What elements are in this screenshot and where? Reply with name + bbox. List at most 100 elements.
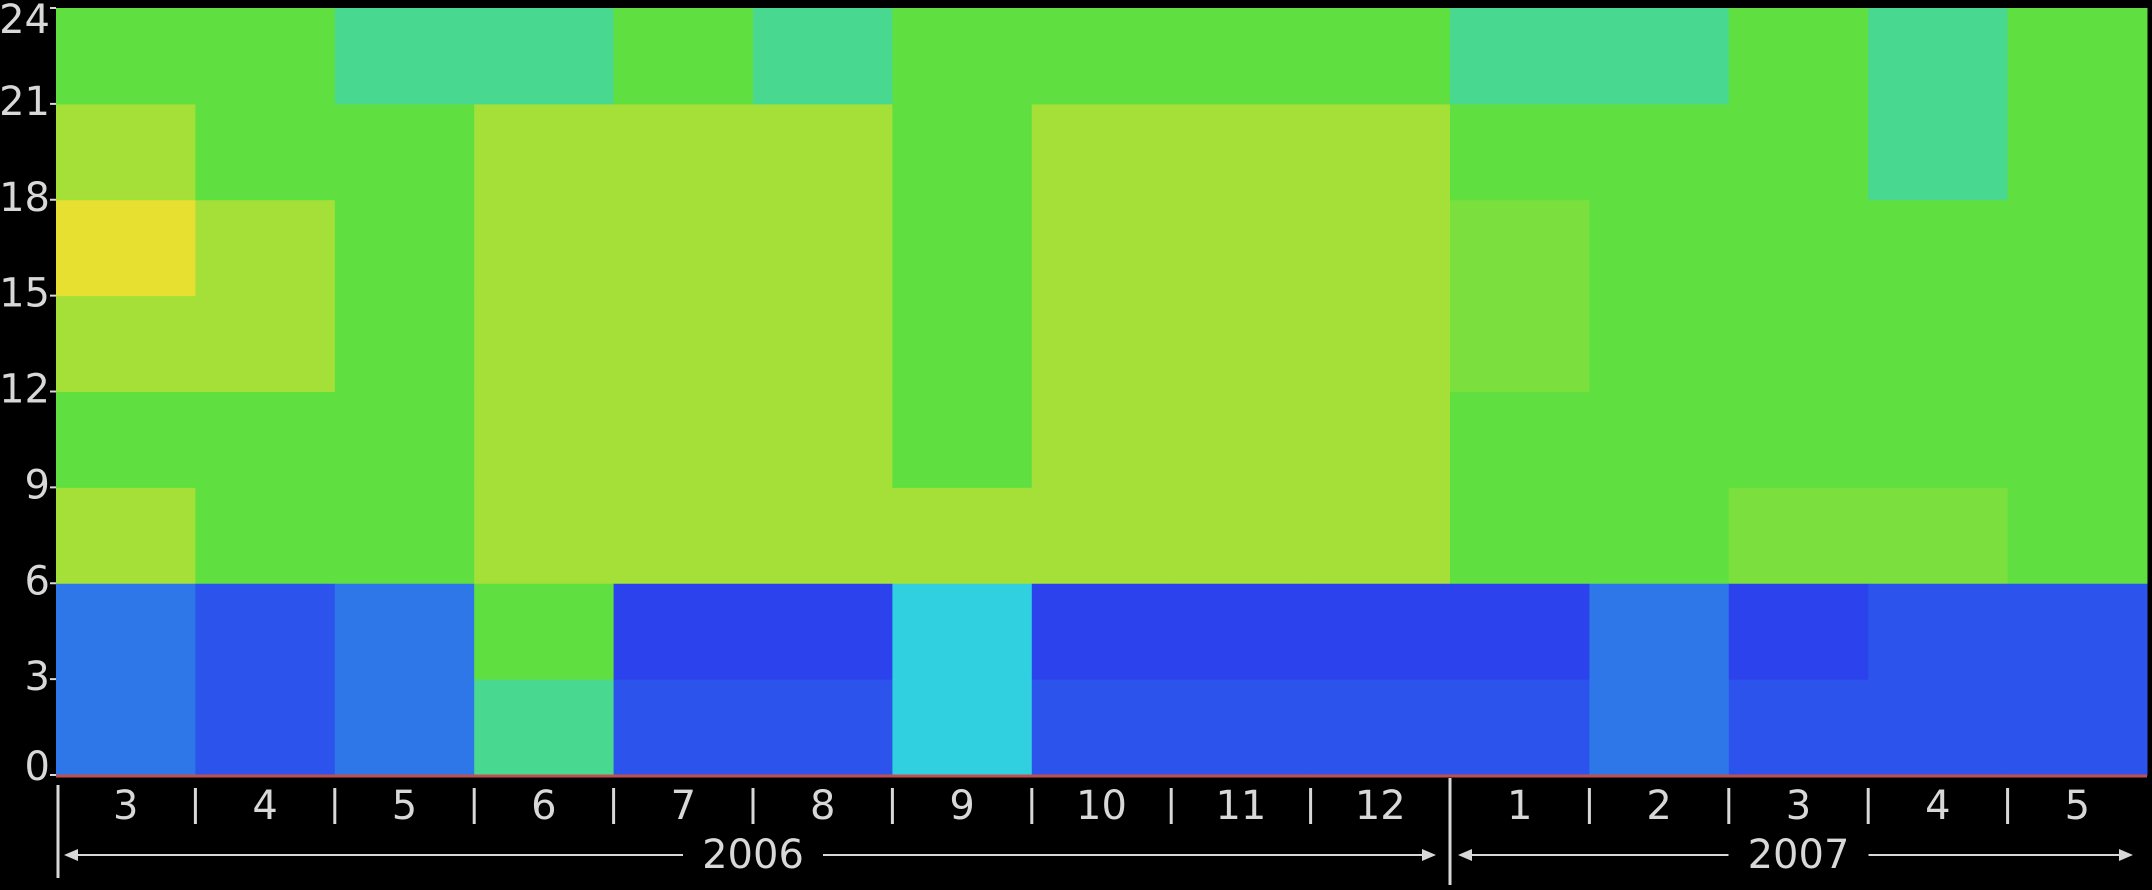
x-tick-label: 3: [113, 783, 138, 829]
x-tick-label: 2: [1646, 783, 1671, 829]
heat-cell: [2007, 583, 2148, 680]
heat-cell: [1310, 583, 1451, 680]
heat-cell: [1450, 8, 1590, 105]
heat-cell: [1031, 679, 1172, 776]
heat-cell: [2007, 295, 2148, 392]
heat-cell: [56, 103, 196, 201]
heat-cell: [334, 8, 475, 105]
x-tick-label: 3: [1786, 783, 1811, 829]
heat-cell: [753, 103, 893, 201]
heat-cell: [1728, 391, 1869, 488]
heat-cell: [195, 295, 336, 392]
heat-cell: [1868, 679, 2009, 776]
x-tick-label: 4: [1925, 783, 1950, 829]
heat-cell: [474, 391, 615, 488]
heat-cell: [2007, 679, 2148, 776]
heat-cell: [1171, 391, 1312, 488]
heat-cell: [195, 199, 336, 297]
heat-cell: [1589, 103, 1730, 201]
heat-cell: [334, 391, 475, 488]
x-tick-label: 4: [252, 783, 277, 829]
heat-cell: [56, 679, 196, 776]
heat-cell: [1868, 295, 2009, 392]
heat-cell: [892, 583, 1033, 680]
heat-cell: [613, 679, 754, 776]
heat-cell: [474, 583, 615, 680]
heat-cell: [1031, 583, 1172, 680]
heat-cell: [1450, 487, 1590, 584]
heat-cell: [753, 487, 893, 584]
heat-cell: [1031, 103, 1172, 201]
heat-cell: [1310, 8, 1451, 105]
heat-cell: [56, 8, 196, 105]
heat-cell: [334, 199, 475, 297]
x-tick-label: 1: [1507, 783, 1532, 829]
heat-cell: [1450, 295, 1590, 392]
heat-cell: [753, 583, 893, 680]
heat-cell: [56, 391, 196, 488]
heat-cell: [613, 199, 754, 297]
x-tick-label: 8: [810, 783, 835, 829]
heat-cell: [2007, 487, 2148, 584]
heat-cell: [1171, 583, 1312, 680]
heat-cell: [1450, 199, 1590, 297]
heat-cell: [892, 679, 1033, 776]
heat-cell: [1171, 295, 1312, 392]
heat-cell: [753, 391, 893, 488]
year-label-bg: [683, 831, 823, 879]
heat-cell: [334, 295, 475, 392]
heat-cell: [1171, 103, 1312, 201]
heat-cell: [1589, 295, 1730, 392]
heat-cell: [2007, 8, 2148, 105]
heat-cell: [474, 679, 615, 776]
heat-cell: [1171, 487, 1312, 584]
heat-cell: [1450, 391, 1590, 488]
y-tick-label: 24: [0, 0, 50, 43]
y-tick-label: 6: [25, 558, 50, 604]
heat-cell: [892, 487, 1033, 584]
heat-cell: [334, 679, 475, 776]
heat-cell: [474, 199, 615, 297]
x-tick-label: 10: [1076, 783, 1127, 829]
heat-cell: [1728, 295, 1869, 392]
heat-cell: [1310, 199, 1451, 297]
heat-cell: [195, 679, 336, 776]
y-tick-label: 18: [0, 175, 50, 221]
heat-cell: [1031, 199, 1172, 297]
heat-cell: [56, 583, 196, 680]
heat-cell: [753, 199, 893, 297]
heat-cell: [1868, 487, 2009, 584]
heat-cell: [892, 391, 1033, 488]
heat-cell: [56, 487, 196, 584]
heat-cell: [1868, 8, 2009, 105]
heat-cell: [1171, 679, 1312, 776]
heat-cell: [1728, 679, 1869, 776]
heat-cell: [1728, 199, 1869, 297]
heat-cell: [613, 295, 754, 392]
heat-cell: [753, 8, 893, 105]
heat-cell: [2007, 391, 2148, 488]
heat-cell: [1589, 679, 1730, 776]
x-tick-label: 7: [671, 783, 696, 829]
heat-cell: [1031, 391, 1172, 488]
heat-cell: [195, 391, 336, 488]
heat-cell: [1310, 391, 1451, 488]
heat-cell: [892, 295, 1033, 392]
year-label: 2007: [1748, 832, 1850, 878]
heat-cell: [892, 103, 1033, 201]
x-tick-label: 6: [531, 783, 556, 829]
heat-cell: [56, 295, 196, 392]
heat-cell: [1589, 487, 1730, 584]
heat-cell: [753, 295, 893, 392]
heat-cell: [334, 487, 475, 584]
heat-cell: [1450, 583, 1590, 680]
heat-cell: [1171, 8, 1312, 105]
heat-cell: [334, 583, 475, 680]
heat-cell: [334, 103, 475, 201]
heat-cell: [1450, 103, 1590, 201]
heat-cell: [1310, 487, 1451, 584]
heat-cell: [1310, 295, 1451, 392]
heat-cell: [613, 8, 754, 105]
heat-cell: [613, 391, 754, 488]
heat-cell: [1868, 583, 2009, 680]
